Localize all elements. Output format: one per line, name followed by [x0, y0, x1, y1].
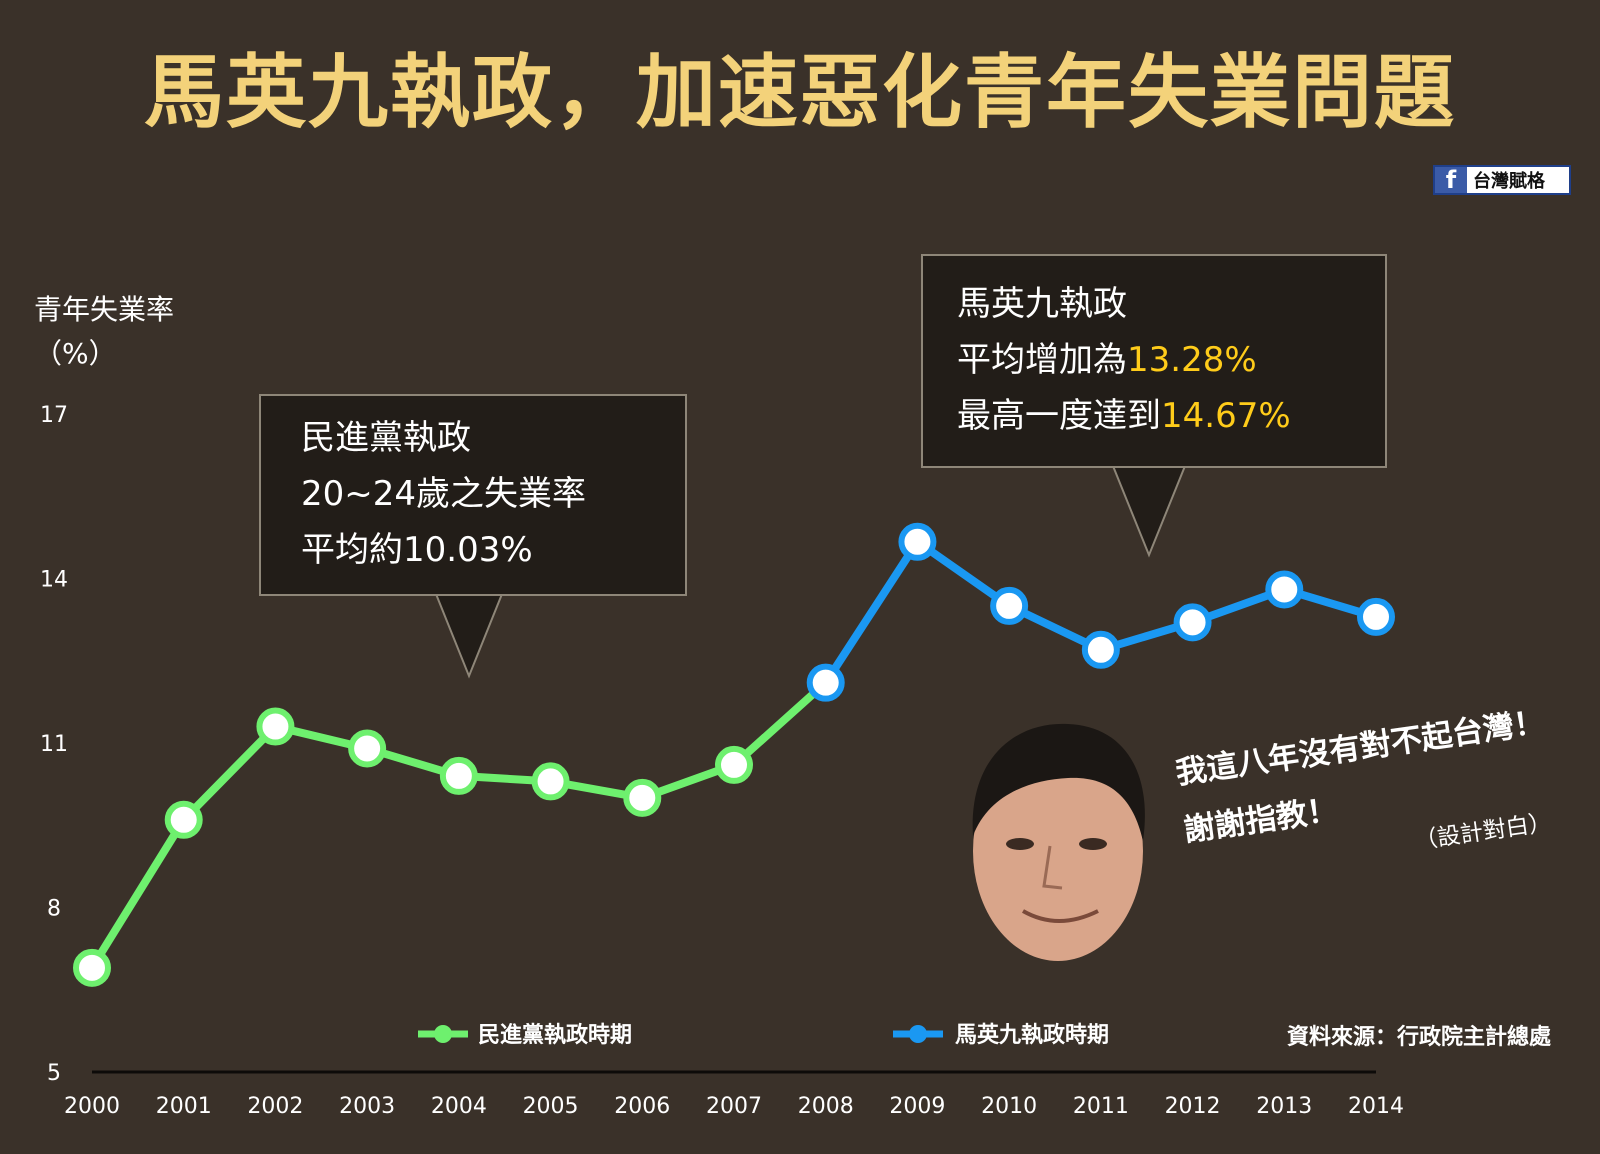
callout-ma-line2: 平均增加為13.28% — [957, 332, 1385, 388]
y-tick-label: 8 — [47, 897, 61, 922]
callout-dpp-line3: 平均約10.03% — [301, 530, 533, 570]
y-axis-label-line2: （%） — [34, 337, 117, 370]
data-point — [806, 663, 845, 702]
y-axis-label-line1: 青年失業率 — [34, 293, 175, 326]
x-tick-label: 2014 — [1348, 1094, 1404, 1119]
data-point — [439, 756, 478, 795]
callout-ma-line2-prefix: 平均增加為 — [957, 340, 1127, 380]
y-tick-label: 14 — [40, 568, 68, 593]
y-tick-label: 5 — [47, 1061, 61, 1086]
x-tick-label: 2009 — [889, 1094, 945, 1119]
callout-ma-pointer — [1111, 465, 1187, 558]
x-tick-label: 2011 — [1073, 1094, 1129, 1119]
data-point — [348, 729, 387, 768]
legend-dpp-marker — [434, 1025, 452, 1043]
x-tick-label: 2008 — [798, 1094, 854, 1119]
chart-title: 馬英九執政，加速惡化青年失業問題 — [144, 46, 1456, 139]
x-tick-label: 2003 — [339, 1094, 395, 1119]
data-point — [73, 948, 111, 987]
callout-dpp: 民進黨執政 20~24歲之失業率 平均約10.03% — [259, 394, 687, 596]
x-tick-label: 2006 — [614, 1094, 670, 1119]
y-tick-label: 17 — [40, 403, 68, 428]
callout-ma-line1: 馬英九執政 — [957, 284, 1127, 324]
brand-label: 台灣賦格 — [1473, 171, 1545, 192]
x-tick-label: 2012 — [1165, 1094, 1221, 1119]
callout-dpp-line2: 20~24歲之失業率 — [301, 474, 587, 514]
legend-ma-marker — [909, 1025, 927, 1043]
callout-ma: 馬英九執政 平均增加為13.28% 最高一度達到14.67% — [921, 254, 1387, 468]
data-point — [898, 522, 937, 561]
x-tick-label: 2002 — [247, 1094, 303, 1119]
data-point — [531, 762, 570, 801]
data-point — [164, 800, 203, 839]
x-tick-label: 2000 — [64, 1094, 120, 1119]
x-tick-label: 2013 — [1256, 1094, 1312, 1119]
series-line-0 — [88, 679, 829, 970]
data-point — [256, 707, 295, 746]
legend-dpp-label: 民進黨執政時期 — [478, 1022, 632, 1048]
facebook-icon: f — [1435, 166, 1467, 194]
data-point — [623, 778, 662, 817]
data-point — [1081, 630, 1120, 669]
x-tick-label: 2005 — [523, 1094, 579, 1119]
data-point — [1265, 570, 1304, 609]
callout-ma-line3-prefix: 最高一度達到 — [957, 396, 1161, 436]
callout-ma-peak-value: 14.67% — [1161, 396, 1291, 436]
data-point — [990, 586, 1029, 625]
source-note: 資料來源：行政院主計總處 — [1287, 1025, 1552, 1050]
callout-dpp-pointer — [434, 593, 504, 679]
x-tick-label: 2004 — [431, 1094, 487, 1119]
data-point — [715, 745, 753, 784]
data-point — [1357, 597, 1395, 636]
data-point — [1173, 603, 1212, 642]
callout-dpp-line1: 民進黨執政 — [301, 418, 471, 458]
x-tick-label: 2007 — [706, 1094, 762, 1119]
x-tick-label: 2010 — [981, 1094, 1037, 1119]
callout-ma-line3: 最高一度達到14.67% — [957, 388, 1385, 444]
legend-ma-label: 馬英九執政時期 — [955, 1022, 1109, 1048]
portrait-image — [972, 723, 1145, 961]
y-axis-label: 青年失業率 （%） — [34, 288, 174, 376]
brand-badge: f 台灣賦格 — [1433, 165, 1571, 195]
callout-ma-average-value: 13.28% — [1127, 340, 1257, 380]
y-tick-label: 11 — [40, 732, 68, 757]
x-tick-label: 2001 — [156, 1094, 212, 1119]
